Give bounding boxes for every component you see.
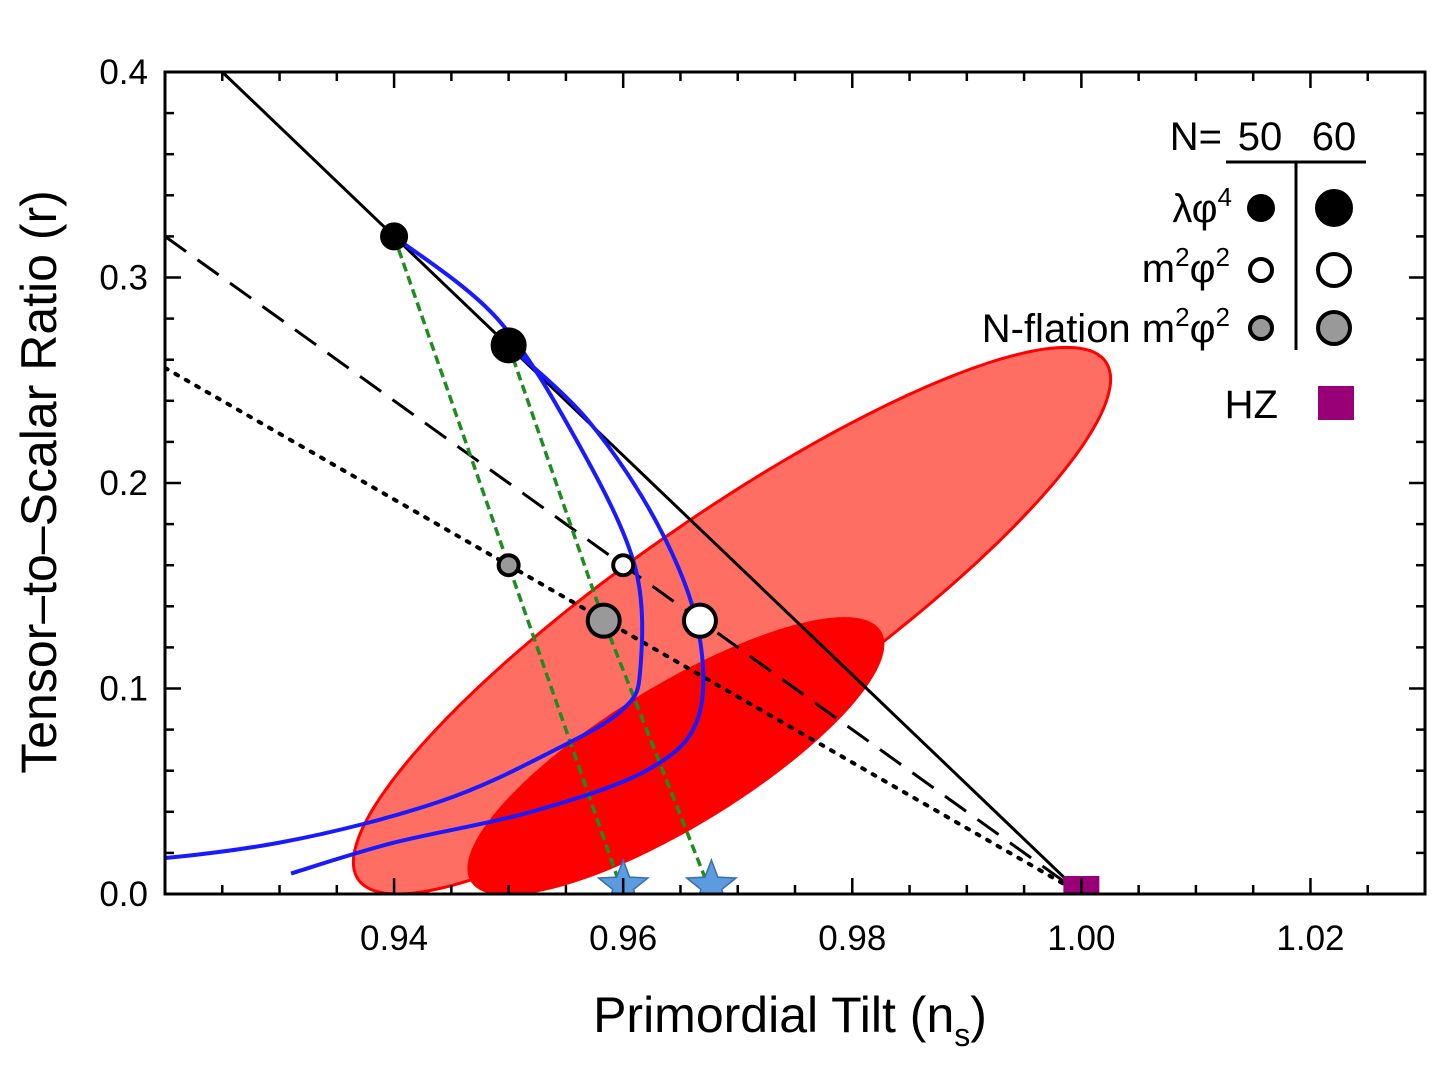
point-4	[496, 553, 521, 578]
y-tick-label: 0.4	[99, 53, 148, 92]
legend-header: N=	[1170, 115, 1222, 159]
model-points	[380, 222, 1100, 894]
legend-marker-lambda-phi4-60	[1315, 189, 1353, 227]
point-5	[585, 602, 622, 639]
point-1	[490, 327, 527, 364]
x-axis-title-main: Primordial Tilt (n	[593, 987, 954, 1043]
legend-n-60: 60	[1312, 115, 1357, 159]
legend-marker-m2phi2-60	[1316, 252, 1352, 288]
y-axis-title: Tensor–to–Scalar Ratio (r)	[11, 190, 67, 774]
legend-label-hz: HZ	[1225, 383, 1278, 427]
legend-label-lambda-phi4: λφ4	[1172, 182, 1232, 231]
y-tick-label: 0.0	[99, 875, 148, 914]
legend: N= 50 60 λφ4 m2φ2 N-flation m2φ2 HZ	[982, 115, 1366, 427]
x-axis-title-end: )	[970, 987, 987, 1043]
y-tick-label: 0.1	[99, 670, 148, 709]
point-3	[681, 602, 718, 639]
y-tick-label: 0.3	[99, 259, 148, 298]
point-0	[380, 222, 409, 251]
legend-marker-hz	[1318, 386, 1354, 420]
axis-tick-labels: 0.94 0.96 0.98 1.00 1.02 0.0 0.1 0.2 0.3 0.4	[99, 53, 1344, 958]
x-tick-label: 0.96	[589, 919, 657, 958]
legend-marker-nflation-60	[1316, 310, 1352, 346]
axis-ticks	[165, 70, 1427, 896]
blue-curve-1	[290, 343, 706, 876]
blue-curve-0	[165, 234, 645, 861]
star-1	[684, 857, 739, 894]
legend-label-m2phi2: m2φ2	[1142, 242, 1230, 291]
x-axis-title: Primordial Tilt (ns)	[593, 987, 987, 1053]
x-tick-label: 1.00	[1047, 919, 1115, 958]
star-0	[596, 857, 650, 894]
contour-inner	[467, 617, 885, 894]
x-tick-label: 0.98	[818, 919, 886, 958]
line-green-dashed-3	[392, 235, 625, 894]
legend-marker-nflation-50	[1248, 315, 1274, 341]
legend-marker-m2phi2-50	[1248, 257, 1274, 283]
x-axis-title-sub: s	[954, 1017, 970, 1053]
line-dotted-2	[165, 365, 1084, 894]
plot-area	[165, 72, 1113, 894]
x-tick-label: 1.02	[1276, 919, 1344, 958]
legend-label-nflation: N-flation m2φ2	[982, 302, 1230, 351]
line-solid-0	[221, 72, 1083, 894]
y-tick-label: 0.2	[99, 464, 148, 503]
legend-n-50: 50	[1238, 115, 1283, 159]
point-2	[611, 553, 636, 578]
x-tick-label: 0.94	[360, 919, 428, 958]
legend-marker-lambda-phi4-50	[1247, 194, 1275, 222]
